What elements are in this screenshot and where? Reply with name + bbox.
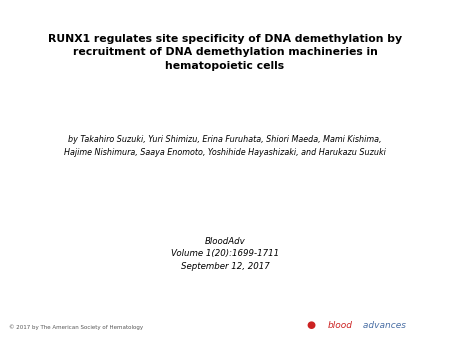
Text: © 2017 by The American Society of Hematology: © 2017 by The American Society of Hemato… bbox=[9, 324, 143, 330]
Text: RUNX1 regulates site specificity of DNA demethylation by
recruitment of DNA deme: RUNX1 regulates site specificity of DNA … bbox=[48, 34, 402, 71]
Text: BloodAdv
Volume 1(20):1699-1711
September 12, 2017: BloodAdv Volume 1(20):1699-1711 Septembe… bbox=[171, 237, 279, 271]
Text: advances: advances bbox=[360, 320, 406, 330]
Text: blood: blood bbox=[328, 320, 353, 330]
Text: ●: ● bbox=[306, 319, 315, 330]
Text: by Takahiro Suzuki, Yuri Shimizu, Erina Furuhata, Shiori Maeda, Mami Kishima,
Ha: by Takahiro Suzuki, Yuri Shimizu, Erina … bbox=[64, 135, 386, 157]
